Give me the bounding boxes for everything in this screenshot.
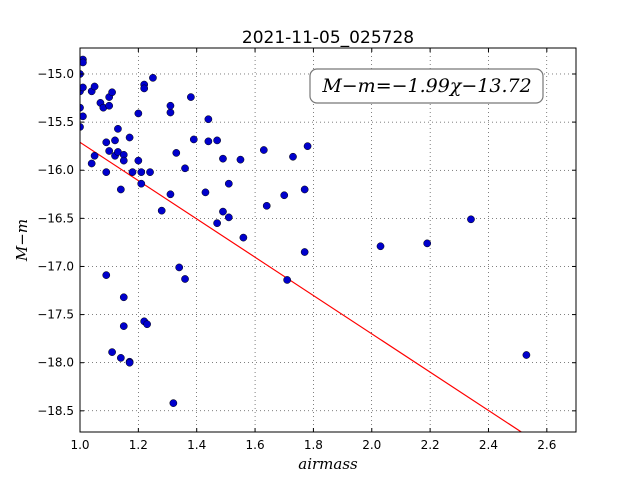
data-point	[181, 275, 189, 283]
y-axis-label: M−m	[13, 219, 31, 262]
plot-area	[80, 48, 576, 432]
data-point	[119, 156, 128, 165]
x-tick-label: 2.4	[479, 438, 498, 452]
data-point	[303, 142, 312, 151]
data-point	[146, 168, 154, 177]
data-point	[169, 399, 178, 407]
data-point	[224, 213, 233, 222]
data-point	[80, 58, 87, 67]
data-point	[181, 164, 189, 173]
fit-line-group	[80, 141, 523, 432]
x-tick-label: 1.2	[129, 438, 148, 452]
y-tick-label: −16.0	[37, 163, 74, 177]
data-point	[140, 84, 149, 93]
data-point	[125, 358, 134, 367]
x-tick-label: 2.2	[421, 438, 440, 452]
data-point	[423, 239, 432, 248]
data-point	[262, 201, 271, 210]
x-tick-label: 2.6	[537, 438, 556, 452]
data-point	[102, 271, 111, 279]
data-point	[201, 188, 210, 197]
y-axis-ticks: −15.0 −15.5 −16.0 −16.5 −17.0 −17.5 −18.0 −18.5	[37, 67, 576, 418]
data-point	[105, 147, 114, 155]
data-point	[213, 136, 221, 145]
data-point	[137, 168, 146, 177]
x-axis-label: airmass	[298, 455, 358, 473]
data-point	[300, 248, 309, 256]
data-point	[289, 152, 297, 161]
x-tick-label: 1.8	[304, 438, 323, 452]
data-point	[166, 190, 175, 199]
data-point	[283, 276, 292, 284]
data-point	[80, 112, 87, 121]
data-point	[467, 215, 475, 224]
data-point	[102, 138, 111, 147]
y-tick-label: −18.5	[37, 404, 74, 418]
data-point	[157, 206, 166, 215]
data-point	[87, 159, 96, 168]
data-point	[166, 101, 175, 110]
data-point	[108, 348, 116, 356]
data-point	[102, 168, 111, 177]
data-points	[80, 55, 531, 407]
data-point	[116, 354, 125, 362]
y-tick-label: −16.5	[37, 211, 74, 225]
data-point	[137, 179, 146, 188]
data-point	[280, 191, 289, 200]
x-axis-ticks: 1.0 1.2 1.4 1.6 1.8 2.0 2.2 2.4 2.6	[70, 48, 556, 452]
data-point	[300, 185, 309, 194]
data-point	[143, 320, 151, 329]
data-point	[187, 93, 195, 101]
data-point	[166, 108, 175, 117]
plot-frame	[79, 47, 577, 433]
fit-line	[80, 141, 523, 432]
x-tick-label: 1.4	[187, 438, 206, 452]
data-point	[128, 168, 137, 177]
data-point	[114, 124, 122, 133]
fit-equation-annotation: M−m=−1.99χ−13.72	[321, 75, 531, 97]
y-tick-label: −18.0	[37, 356, 74, 370]
y-tick-label: −17.5	[37, 308, 74, 322]
x-tick-label: 1.0	[70, 438, 89, 452]
x-tick-label: 1.6	[246, 438, 265, 452]
data-point	[108, 88, 116, 97]
data-point	[149, 73, 157, 82]
data-point	[90, 151, 99, 160]
data-point	[119, 293, 128, 302]
y-tick-label: −15.5	[37, 115, 74, 129]
y-tick-label: −15.0	[37, 67, 74, 81]
data-point	[236, 155, 245, 164]
data-point	[80, 83, 87, 92]
data-point	[175, 263, 184, 272]
data-point	[213, 219, 221, 228]
data-point	[125, 133, 134, 142]
chart-title: 2021-11-05_025728	[242, 28, 414, 48]
y-tick-label: −17.0	[37, 259, 74, 273]
data-point	[116, 185, 125, 194]
data-point	[105, 101, 114, 110]
annotation-box	[309, 68, 544, 104]
data-point	[376, 242, 385, 251]
data-point	[239, 233, 248, 242]
data-point	[189, 135, 198, 144]
x-tick-label: 2.0	[362, 438, 381, 452]
data-point	[172, 149, 181, 157]
data-point	[111, 136, 119, 145]
data-point	[204, 115, 213, 124]
data-point	[204, 137, 213, 146]
data-point	[90, 82, 99, 91]
data-point	[219, 154, 227, 163]
data-point	[119, 322, 128, 330]
data-point	[259, 146, 268, 154]
data-point	[134, 109, 143, 118]
data-point	[224, 179, 233, 188]
data-point	[522, 351, 531, 359]
data-point	[134, 156, 143, 165]
data-point	[219, 207, 227, 216]
